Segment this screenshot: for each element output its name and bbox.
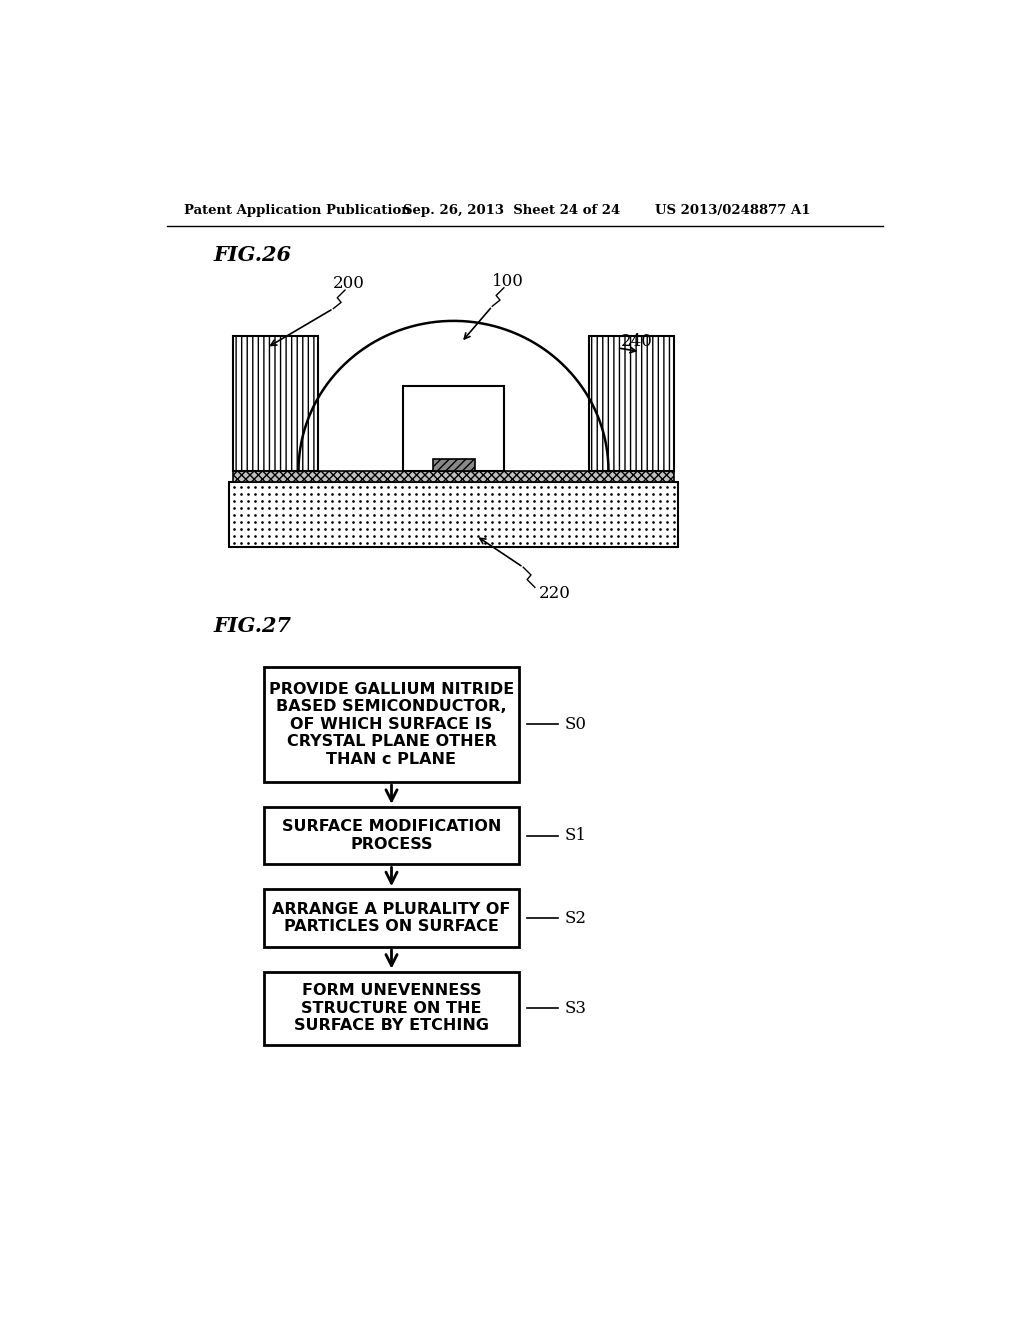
Text: Sep. 26, 2013  Sheet 24 of 24: Sep. 26, 2013 Sheet 24 of 24 <box>403 205 621 218</box>
Bar <box>263 972 519 1044</box>
Bar <box>589 337 675 471</box>
Bar <box>589 337 675 471</box>
Bar <box>232 337 317 471</box>
Bar <box>263 667 519 781</box>
Bar <box>232 471 675 482</box>
Text: S3: S3 <box>564 999 587 1016</box>
Text: ARRANGE A PLURALITY OF
PARTICLES ON SURFACE: ARRANGE A PLURALITY OF PARTICLES ON SURF… <box>272 902 511 935</box>
Text: 200: 200 <box>333 276 365 293</box>
Bar <box>403 387 504 471</box>
Bar <box>232 471 675 482</box>
Bar <box>232 337 317 471</box>
Text: Patent Application Publication: Patent Application Publication <box>183 205 411 218</box>
Bar <box>263 890 519 946</box>
Text: 220: 220 <box>539 585 570 602</box>
Bar <box>263 807 519 865</box>
Text: US 2013/0248877 A1: US 2013/0248877 A1 <box>655 205 811 218</box>
Text: S1: S1 <box>564 828 587 843</box>
Bar <box>432 459 475 471</box>
Text: SURFACE MODIFICATION
PROCESS: SURFACE MODIFICATION PROCESS <box>282 820 501 851</box>
Bar <box>228 482 678 548</box>
Text: 100: 100 <box>492 273 523 290</box>
Text: FIG.26: FIG.26 <box>213 244 291 265</box>
Text: PROVIDE GALLIUM NITRIDE
BASED SEMICONDUCTOR,
OF WHICH SURFACE IS
CRYSTAL PLANE O: PROVIDE GALLIUM NITRIDE BASED SEMICONDUC… <box>269 682 514 767</box>
Text: S0: S0 <box>564 715 587 733</box>
Text: FIG.27: FIG.27 <box>213 616 291 636</box>
Bar <box>432 459 475 471</box>
Text: 240: 240 <box>621 333 652 350</box>
Text: S2: S2 <box>564 909 587 927</box>
Text: FORM UNEVENNESS
STRUCTURE ON THE
SURFACE BY ETCHING: FORM UNEVENNESS STRUCTURE ON THE SURFACE… <box>294 983 489 1034</box>
